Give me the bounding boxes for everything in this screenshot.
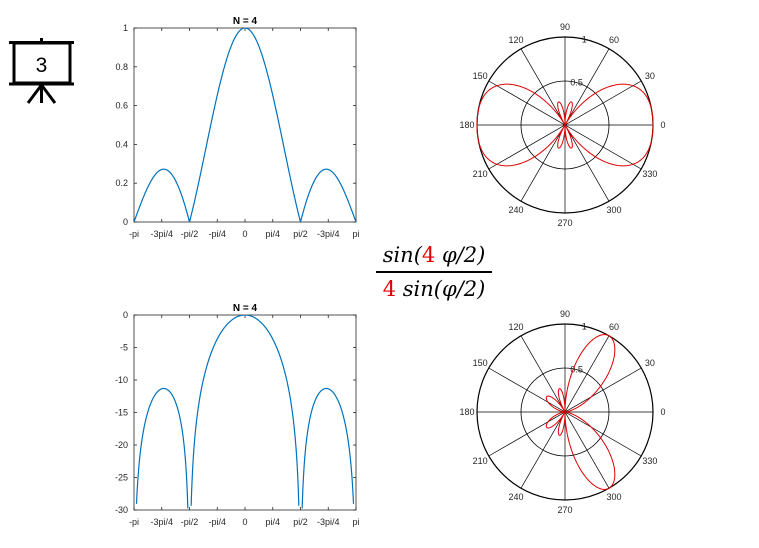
x-tick-label: 0 [242, 517, 247, 527]
formula-denominator: 4 sin(φ/2) [382, 276, 486, 301]
polar-angle-label: 90 [560, 22, 570, 32]
plot-axes-box [133, 27, 357, 223]
x-tick-label: -3pi/4 [150, 229, 173, 239]
y-tick-label: 0.6 [115, 101, 128, 111]
polar-angle-label: 30 [645, 71, 655, 81]
plot-axes-box [133, 314, 357, 511]
x-tick-label: -3pi/4 [317, 229, 340, 239]
polar-radius-label: 1 [582, 34, 587, 44]
x-tick-label: pi/4 [265, 517, 280, 527]
db-array-factor-plot: N = 4 -pi -3pi/4 -pi/2 -pi/4 0 pi/4 pi/2 -3pi/4 p… [115, 303, 360, 527]
polar-angle-label: 270 [557, 505, 572, 515]
y-tick-label: 0.2 [115, 178, 128, 188]
series-line [190, 315, 300, 506]
polar-angle-label: 210 [473, 169, 488, 179]
polar-angle-label: 30 [645, 358, 655, 368]
y-tick-label: 0 [123, 310, 128, 320]
polar-angle-label: 240 [508, 492, 523, 502]
linear-array-factor-plot: N = 4 -pi -3pi/4 -pi/2 -pi/4 0 pi/4 pi/2 -3pi/4 p… [115, 16, 359, 239]
polar-angle-label: 300 [606, 205, 621, 215]
polar-angle-label: 120 [508, 35, 523, 45]
polar-angle-label: 180 [459, 120, 474, 130]
n-highlight: 4 [421, 243, 436, 267]
x-tick-label: pi/2 [293, 229, 308, 239]
polar-pattern-line [545, 334, 616, 490]
formula-numerator: sin(4 φ/2) [382, 243, 486, 267]
polar-angle-label: 150 [473, 71, 488, 81]
polar-pattern-bottom: 0 30 60 90 120 150 180 210 240 270 300 330 0.5 1 [459, 309, 665, 515]
y-tick-label: -30 [115, 505, 128, 515]
polar-pattern-top: 0 30 60 90 120 150 180 210 240 270 300 330 0.5 1 [459, 22, 665, 228]
polar-angle-label: 300 [606, 492, 621, 502]
series-line [301, 387, 355, 509]
x-tick-label: -pi [129, 229, 139, 239]
polar-angle-label: 240 [508, 205, 523, 215]
series-line [135, 387, 189, 509]
polar-angle-label: 150 [473, 358, 488, 368]
y-tick-label: 1 [123, 23, 128, 33]
y-tick-label: -10 [115, 375, 128, 385]
n-highlight: 4 [382, 276, 397, 301]
polar-radius-label: 0.5 [570, 365, 583, 375]
polar-radius-label: 1 [582, 321, 587, 331]
polar-angle-label: 180 [459, 407, 474, 417]
array-factor-formula: sin(4 φ/2) 4 sin(φ/2) [372, 240, 496, 304]
polar-angle-label: 210 [473, 456, 488, 466]
x-tick-label: pi [352, 229, 359, 239]
y-tick-label: 0.4 [115, 139, 128, 149]
x-tick-label: pi [352, 517, 359, 527]
presentation-board-icon[interactable]: 3 [9, 38, 74, 104]
y-tick-label: -5 [120, 343, 128, 353]
polar-angle-label: 90 [560, 309, 570, 319]
x-tick-label: -pi/4 [208, 517, 226, 527]
x-tick-label: -pi/2 [181, 517, 199, 527]
y-tick-label: 0 [123, 217, 128, 227]
x-tick-label: pi/2 [293, 517, 308, 527]
polar-angle-label: 120 [508, 322, 523, 332]
y-tick-label: -15 [115, 408, 128, 418]
x-tick-label: pi/4 [265, 229, 280, 239]
slide-number: 3 [36, 54, 48, 77]
polar-angle-label: 330 [642, 169, 657, 179]
plot-title: N = 4 [233, 16, 258, 27]
polar-angle-label: 330 [642, 456, 657, 466]
x-tick-label: -3pi/4 [150, 517, 173, 527]
x-tick-label: 0 [242, 229, 247, 239]
fraction-bar [376, 271, 492, 273]
polar-angle-label: 60 [609, 35, 619, 45]
y-tick-label: -25 [115, 473, 128, 483]
polar-pattern-line [476, 83, 654, 167]
polar-radius-label: 0.5 [570, 78, 583, 88]
y-tick-label: 0.8 [115, 62, 128, 72]
x-tick-label: -pi/2 [181, 229, 199, 239]
polar-angle-label: 270 [557, 218, 572, 228]
series-line [134, 28, 356, 222]
polar-angle-label: 60 [609, 322, 619, 332]
plot-title: N = 4 [233, 303, 258, 314]
x-tick-label: -pi [129, 517, 139, 527]
y-tick-label: -20 [115, 440, 128, 450]
x-tick-label: -3pi/4 [317, 517, 340, 527]
x-tick-label: -pi/4 [208, 229, 226, 239]
polar-angle-label: 0 [660, 407, 665, 417]
polar-angle-label: 0 [660, 120, 665, 130]
